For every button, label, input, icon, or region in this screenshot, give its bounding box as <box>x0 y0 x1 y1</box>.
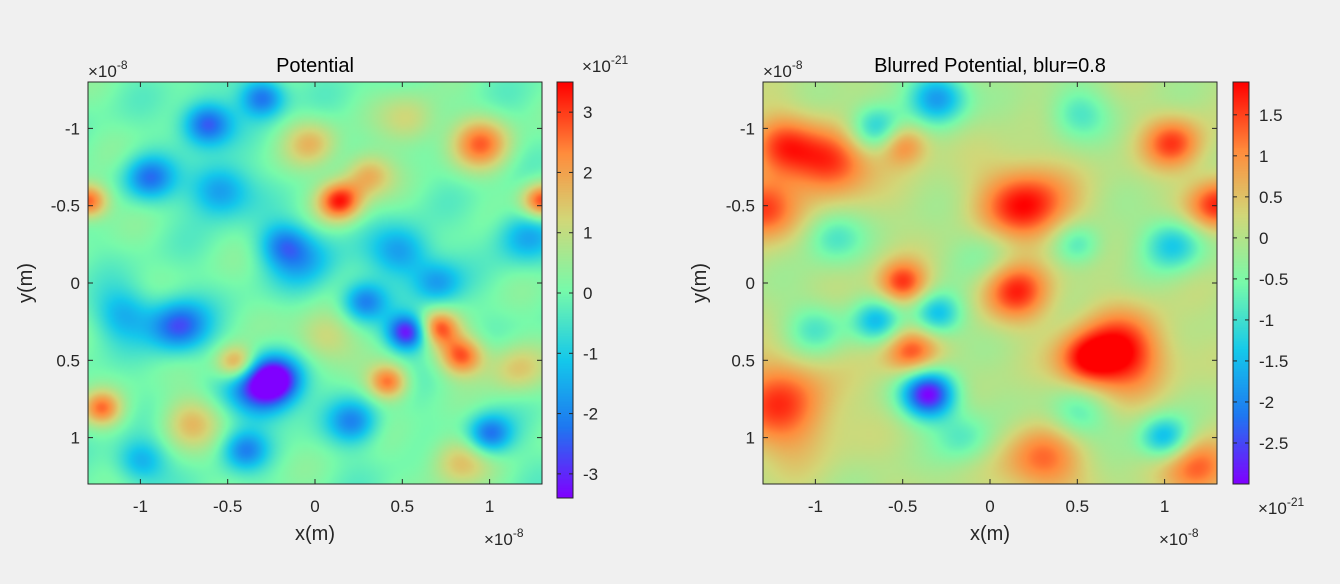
colorbar-tick-label: -3 <box>583 465 598 484</box>
axis-ticks: -1 -0.5 0 0.5 1 -1 -0.5 0 0.5 1 <box>726 82 1217 516</box>
x-tick-label: 0.5 <box>390 497 414 516</box>
colorbar-multiplier: ×10-21 <box>582 53 629 76</box>
colorbar-multiplier: ×10-21 <box>1258 495 1305 518</box>
x-axis-multiplier: ×10-8 <box>1159 526 1199 549</box>
y-tick-label: -0.5 <box>51 197 80 216</box>
colorbar <box>557 82 573 498</box>
colorbar-tick-label: -1 <box>1259 311 1274 330</box>
plot-title: Blurred Potential, blur=0.8 <box>874 55 1106 77</box>
colorbar-tick-label: 1.5 <box>1259 106 1283 125</box>
colorbar-ticks: -2.5 -2 -1.5 -1 -0.5 0 0.5 1 1.5 <box>1233 106 1288 453</box>
y-tick-label: 1 <box>71 429 80 448</box>
x-tick-label: -1 <box>133 497 148 516</box>
plot-title: Potential <box>276 55 354 77</box>
colorbar <box>1233 82 1249 484</box>
plot-blurred-potential: Blurred Potential, blur=0.8 ×10-8 -1 -0.5… <box>689 55 1305 549</box>
colorbar-tick-label: -2.5 <box>1259 434 1288 453</box>
y-axis-label: y(m) <box>689 263 711 303</box>
y-tick-label: 1 <box>746 429 755 448</box>
x-axis-multiplier: ×10-8 <box>484 526 524 549</box>
y-axis-multiplier: ×10-8 <box>88 58 128 81</box>
colorbar-tick-label: -2 <box>1259 393 1274 412</box>
colorbar-box <box>1232 81 1250 485</box>
y-tick-label: -1 <box>740 119 755 138</box>
y-tick-label: -1 <box>65 119 80 138</box>
heatmap-image <box>88 82 542 484</box>
y-tick-label: 0.5 <box>56 351 80 370</box>
x-tick-label: -0.5 <box>888 497 917 516</box>
x-axis-label: x(m) <box>295 523 335 545</box>
colorbar-tick-label: 1 <box>583 224 592 243</box>
colorbar-tick-label: 3 <box>583 103 592 122</box>
x-tick-label: 0.5 <box>1065 497 1089 516</box>
x-axis-label: x(m) <box>970 523 1010 545</box>
axis-ticks: -1 -0.5 0 0.5 1 -1 -0.5 0 0.5 1 <box>51 82 542 516</box>
x-tick-label: -1 <box>808 497 823 516</box>
colorbar-tick-label: -1.5 <box>1259 352 1288 371</box>
y-tick-label: -0.5 <box>726 197 755 216</box>
y-axis-multiplier: ×10-8 <box>763 58 803 81</box>
colorbar-tick-label: 0 <box>583 284 592 303</box>
colorbar-tick-label: -2 <box>583 405 598 424</box>
x-tick-label: 1 <box>485 497 494 516</box>
colorbar-tick-label: 2 <box>583 163 592 182</box>
x-tick-label: 0 <box>985 497 994 516</box>
x-tick-label: 1 <box>1160 497 1169 516</box>
colorbar-box <box>556 81 574 499</box>
x-tick-label: 0 <box>310 497 319 516</box>
y-tick-label: 0 <box>746 274 755 293</box>
plot-potential: Potential ×10-8 -1 -0.5 0 0.5 1 -1 -0.5 0 0.5 1 x… <box>15 53 629 549</box>
y-tick-label: 0 <box>71 274 80 293</box>
y-tick-label: 0.5 <box>731 351 755 370</box>
colorbar-tick-label: -0.5 <box>1259 270 1288 289</box>
colorbar-tick-label: -1 <box>583 344 598 363</box>
colorbar-ticks: -3 -2 -1 0 1 2 3 <box>557 103 598 484</box>
colorbar-tick-label: 0.5 <box>1259 188 1283 207</box>
y-axis-label: y(m) <box>15 263 37 303</box>
heatmap-image <box>763 82 1217 484</box>
colorbar-tick-label: 0 <box>1259 229 1268 248</box>
x-tick-label: -0.5 <box>213 497 242 516</box>
colorbar-tick-label: 1 <box>1259 147 1268 166</box>
